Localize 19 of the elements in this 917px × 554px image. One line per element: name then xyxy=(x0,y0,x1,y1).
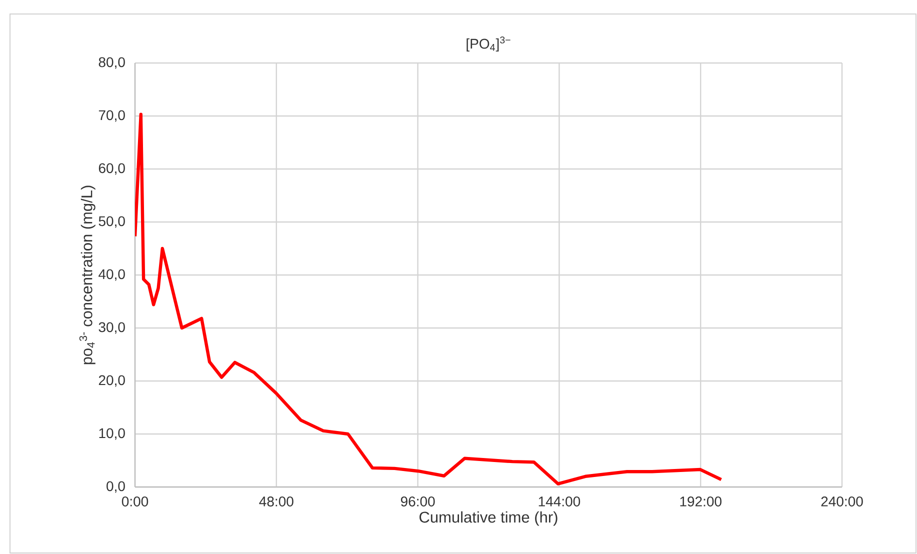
x-tick-label: 0:00 xyxy=(122,496,148,506)
y-tick-label: 60,0 xyxy=(98,163,125,175)
line-series xyxy=(135,112,723,486)
y-tick-label: 50,0 xyxy=(98,216,125,228)
x-tick-label: 48:00 xyxy=(259,496,294,506)
x-tick-label: 192:00 xyxy=(680,496,722,506)
y-tick-label: 20,0 xyxy=(98,375,125,387)
y-tick-label: 40,0 xyxy=(98,269,125,281)
y-tick-label: 0,0 xyxy=(106,481,125,493)
y-axis-title: po$_{4}$$^{3-}$ concentration (mg/L) xyxy=(79,186,96,364)
x-axis-title: Cumulative time (hr) xyxy=(420,511,558,526)
y-tick-label: 80,0 xyxy=(98,57,125,69)
x-tick-label: 240:00 xyxy=(821,496,863,506)
y-tick-label: 10,0 xyxy=(99,428,125,440)
y-tick-label: 30,0 xyxy=(98,322,125,334)
y-tick-label: 70,0 xyxy=(98,110,125,122)
chart-title: [PO$_{4}$]$^{3−}$ xyxy=(466,36,510,52)
x-tick-label: 144:00 xyxy=(538,496,580,506)
x-tick-label: 96:00 xyxy=(400,496,435,506)
